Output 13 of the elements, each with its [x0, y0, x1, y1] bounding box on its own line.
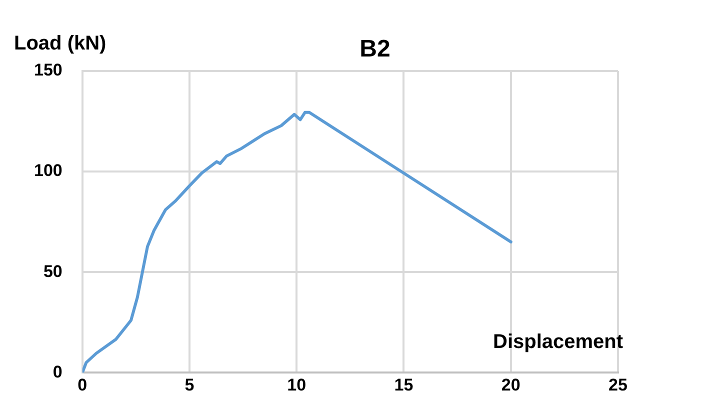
x-tick-label: 0: [78, 375, 88, 394]
y-tick-label: 100: [34, 161, 62, 180]
y-tick-label: 150: [34, 60, 62, 80]
y-axis-title: Load (kN): [14, 32, 106, 55]
x-tick-label: 25: [608, 375, 628, 394]
x-tick-label: 20: [501, 375, 520, 394]
x-tick-label: 15: [394, 375, 414, 394]
x-tick-label: 5: [184, 375, 194, 394]
x-axis-title: Displacement: [493, 331, 624, 354]
y-tick-label: 50: [43, 262, 62, 281]
y-tick-label: 0: [52, 362, 62, 382]
chart-title: B2: [360, 36, 390, 63]
x-tick-label: 10: [287, 375, 306, 394]
